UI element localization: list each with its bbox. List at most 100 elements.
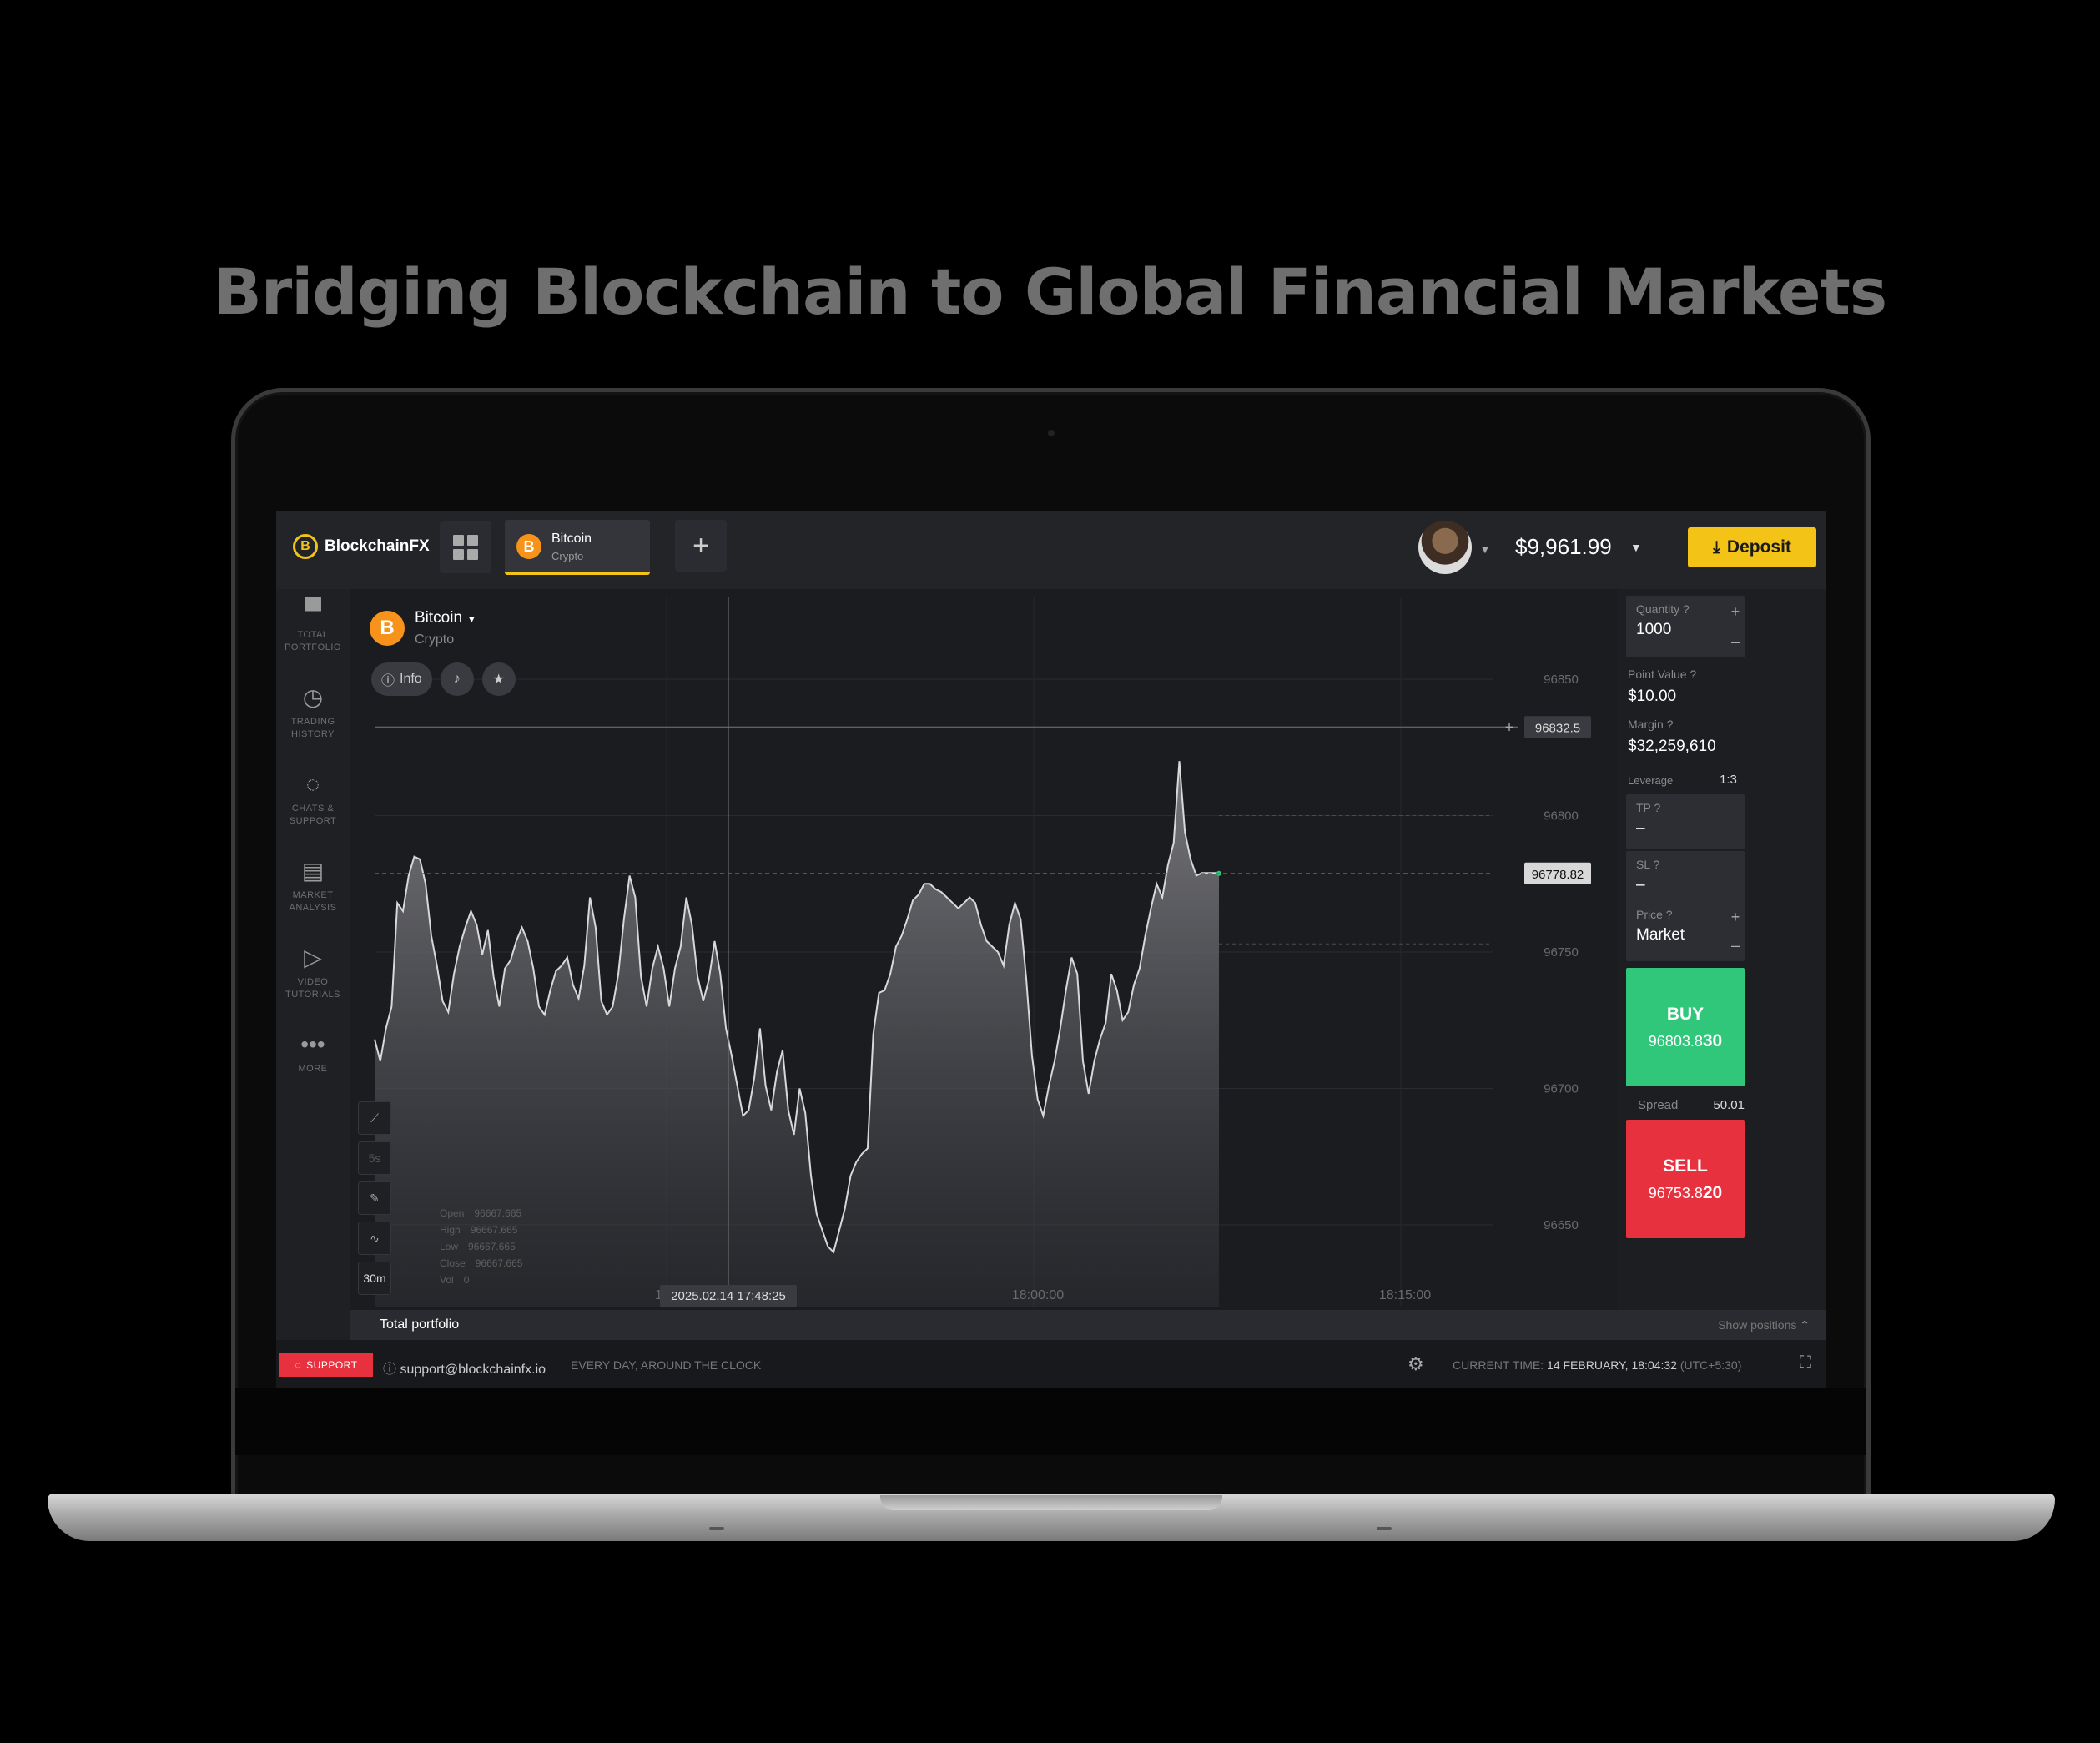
briefcase-icon: ▀ <box>305 597 321 623</box>
tp-value: – <box>1636 819 1645 837</box>
sidebar-label: MORE <box>298 1064 328 1074</box>
bitcoin-icon: B <box>516 534 541 559</box>
chat-icon: ◌ <box>295 1359 302 1371</box>
help-icon: ⓘ <box>383 1363 397 1377</box>
chart-type-button[interactable]: ⟋ <box>358 1101 391 1135</box>
wave-icon: ∿ <box>370 1231 380 1245</box>
page-headline: Bridging Blockchain to Global Financial … <box>213 254 1887 329</box>
spread-label: Spread <box>1638 1098 1679 1112</box>
laptop-foot <box>709 1527 724 1530</box>
sl-label: SL <box>1636 858 1650 871</box>
support-button[interactable]: ◌ SUPPORT <box>279 1353 373 1377</box>
sidebar-label: ANALYSIS <box>289 903 337 913</box>
sidebar-label: PORTFOLIO <box>285 642 341 652</box>
price-minus-button[interactable]: – <box>1730 936 1740 954</box>
sidebar-item-tutorials[interactable]: ▷ VIDEO TUTORIALS <box>276 945 350 1001</box>
sidebar-label: CHATS & <box>291 803 335 814</box>
sidebar-item-portfolio[interactable]: ▀ TOTAL PORTFOLIO <box>276 597 350 654</box>
ohlc-low: 96667.665 <box>468 1241 516 1252</box>
show-positions-toggle[interactable]: Show positions ⌃ <box>1718 1318 1810 1332</box>
webcam <box>1048 430 1055 436</box>
ohlc-close: 96667.665 <box>475 1257 523 1269</box>
chart-asset-name: Bitcoin <box>415 609 463 627</box>
draw-tool-button[interactable]: ✎ <box>358 1181 391 1215</box>
star-icon: ★ <box>492 673 505 687</box>
logo-icon: B <box>293 534 318 559</box>
timezone: (UTC+5:30) <box>1679 1358 1742 1372</box>
ohlc-label: High <box>440 1224 461 1236</box>
fullscreen-icon[interactable]: ⛶ <box>1800 1353 1811 1372</box>
ohlc-label: Open <box>440 1207 465 1219</box>
margin-label: Margin <box>1628 718 1664 731</box>
show-positions-label: Show positions <box>1718 1318 1797 1332</box>
chevron-down-icon[interactable]: ▼ <box>1479 542 1491 556</box>
quantity-plus-button[interactable]: + <box>1730 602 1740 620</box>
portfolio-bar[interactable]: Total portfolio Show positions ⌃ <box>350 1310 1826 1340</box>
deposit-button[interactable]: ⤓ Deposit <box>1688 527 1816 567</box>
analysis-icon: ▤ <box>301 858 325 884</box>
app-logo[interactable]: B BlockchainFX <box>293 534 430 559</box>
gear-icon[interactable]: ⚙ <box>1408 1353 1424 1374</box>
sl-value: – <box>1636 876 1645 894</box>
laptop-bezel <box>235 1388 1866 1455</box>
sidebar-item-more[interactable]: ••• MORE <box>276 1031 350 1076</box>
chevron-up-icon: ⌃ <box>1800 1318 1810 1332</box>
take-profit-field[interactable]: TP ? – <box>1626 794 1745 849</box>
account-balance[interactable]: $9,961.99 <box>1515 534 1612 559</box>
crosshair-price-tag <box>1524 716 1591 738</box>
support-label: SUPPORT <box>306 1359 358 1371</box>
info-icon: ⓘ <box>381 674 395 688</box>
timeframe-30m-button[interactable]: 30m <box>358 1262 391 1295</box>
crosshair-plus-icon: + <box>1505 718 1514 735</box>
point-value-label: Point Value <box>1628 667 1687 681</box>
support-email: support@blockchainfx.io <box>400 1363 546 1377</box>
quantity-minus-button[interactable]: – <box>1730 632 1740 650</box>
quantity-value[interactable]: 1000 <box>1636 621 1672 638</box>
help-icon: ? <box>1666 718 1674 731</box>
current-time: CURRENT TIME: 14 FEBRUARY, 18:04:32 (UTC… <box>1453 1358 1741 1372</box>
chevron-down-icon[interactable]: ▼ <box>1630 541 1642 554</box>
price-stepper[interactable]: Price ? Market + – <box>1626 901 1745 961</box>
sidebar-label: VIDEO <box>297 977 329 987</box>
layout-grid-button[interactable] <box>440 521 491 573</box>
add-tab-button[interactable]: + <box>675 520 727 572</box>
buy-button[interactable]: BUY 96803.830 <box>1626 968 1745 1086</box>
quantity-stepper[interactable]: Quantity ? 1000 + – <box>1626 596 1745 657</box>
chart-tools: ⟋ 5s ✎ ∿ 30m <box>358 1101 391 1302</box>
ohlc-open: 96667.665 <box>474 1207 522 1219</box>
avatar[interactable] <box>1418 521 1472 574</box>
sidebar-label: TUTORIALS <box>285 990 341 1000</box>
y-tick-label: 96800 <box>1544 809 1579 824</box>
sidebar-item-chats[interactable]: ◌ CHATS & SUPPORT <box>276 771 350 828</box>
info-button[interactable]: ⓘ Info <box>371 662 432 696</box>
help-icon: ? <box>1654 801 1661 814</box>
asset-tab-category: Crypto <box>551 550 584 562</box>
info-label: Info <box>400 672 422 686</box>
laptop-foot <box>1377 1527 1392 1530</box>
chart-canvas[interactable]: 96650 96700 96750 96800 96850 96778.82 + 96832.… <box>350 589 1618 1310</box>
help-icon: ? <box>1690 667 1697 681</box>
sidebar-item-analysis[interactable]: ▤ MARKET ANALYSIS <box>276 858 350 914</box>
leverage-label: Leverage <box>1628 774 1674 787</box>
grid-icon <box>453 535 478 560</box>
crosshair-time-label: 2025.02.14 17:48:25 <box>671 1289 786 1303</box>
indicator-button[interactable]: ∿ <box>358 1222 391 1255</box>
y-tick-label: 96700 <box>1544 1081 1579 1096</box>
interval-5s-button[interactable]: 5s <box>358 1141 391 1175</box>
sidebar-item-history[interactable]: ◷ TRADING HISTORY <box>276 684 350 741</box>
stop-loss-field[interactable]: SL ? – <box>1626 851 1745 906</box>
y-tick-label: 96650 <box>1544 1218 1579 1232</box>
trading-app-screen: B BlockchainFX B Bitcoin Crypto + ▼ $9,9… <box>276 511 1826 1388</box>
history-icon: ◷ <box>302 684 324 710</box>
ohlc-label: Vol <box>440 1274 454 1286</box>
asset-tab-bitcoin[interactable]: B Bitcoin Crypto <box>505 520 650 575</box>
favorite-button[interactable]: ★ <box>481 662 516 696</box>
logo-text: BlockchainFX <box>325 537 430 555</box>
buy-label: BUY <box>1666 1005 1705 1024</box>
price-chart[interactable]: 96650 96700 96750 96800 96850 96778.82 +96832.… <box>350 589 1618 1310</box>
point-value: $10.00 <box>1628 688 1677 705</box>
chevron-down-icon: ▼ <box>466 613 477 625</box>
sell-button[interactable]: SELL 96753.820 <box>1626 1120 1745 1238</box>
alert-bell-button[interactable]: ♪ <box>440 662 474 696</box>
price-plus-button[interactable]: + <box>1730 908 1740 925</box>
